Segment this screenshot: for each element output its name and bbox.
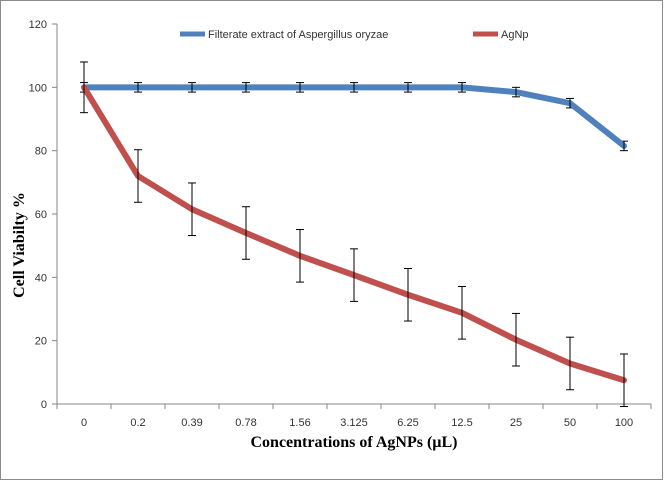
x-tick-label: 1.56	[289, 417, 310, 429]
legend-label-agnp: AgNp	[501, 29, 529, 41]
x-axis-title: Concentrations of AgNPs (µL)	[251, 434, 458, 451]
x-tick-label: 0.78	[235, 417, 256, 429]
x-axis-ticks: 0 0.2 0.39 0.78 1.56 3.125 6.25 12.5 25 50 100	[56, 404, 652, 429]
x-tick-label: 3.125	[340, 417, 368, 429]
y-tick-label: 120	[29, 19, 47, 31]
x-tick-label: 0.2	[130, 417, 145, 429]
x-tick-label: 25	[510, 417, 522, 429]
x-tick-label: 0.39	[181, 417, 202, 429]
y-tick-label: 100	[29, 82, 47, 94]
series-layer	[80, 61, 628, 408]
y-axis-title: Cell Viabilty %	[11, 192, 28, 298]
x-tick-label: 50	[564, 417, 576, 429]
series-agnp	[80, 61, 628, 408]
y-tick-label: 80	[35, 146, 47, 158]
x-tick-label: 12.5	[451, 417, 472, 429]
legend-label-filtrate: Filterate extract of Aspergillus oryzae	[208, 29, 388, 41]
series-filtrate	[80, 82, 628, 152]
y-tick-label: 40	[35, 272, 47, 284]
axes	[56, 24, 651, 405]
x-tick-label: 6.25	[397, 417, 418, 429]
series-line	[81, 84, 627, 384]
y-tick-label: 0	[41, 399, 47, 411]
y-axis-ticks: 0 20 40 60 80 100 120	[29, 19, 57, 411]
legend: Filterate extract of Aspergillus oryzae …	[180, 29, 529, 41]
x-tick-label: 100	[615, 417, 633, 429]
y-tick-label: 60	[35, 209, 47, 221]
x-tick-label: 0	[81, 417, 87, 429]
series-line	[81, 84, 627, 149]
y-tick-label: 20	[35, 336, 47, 348]
